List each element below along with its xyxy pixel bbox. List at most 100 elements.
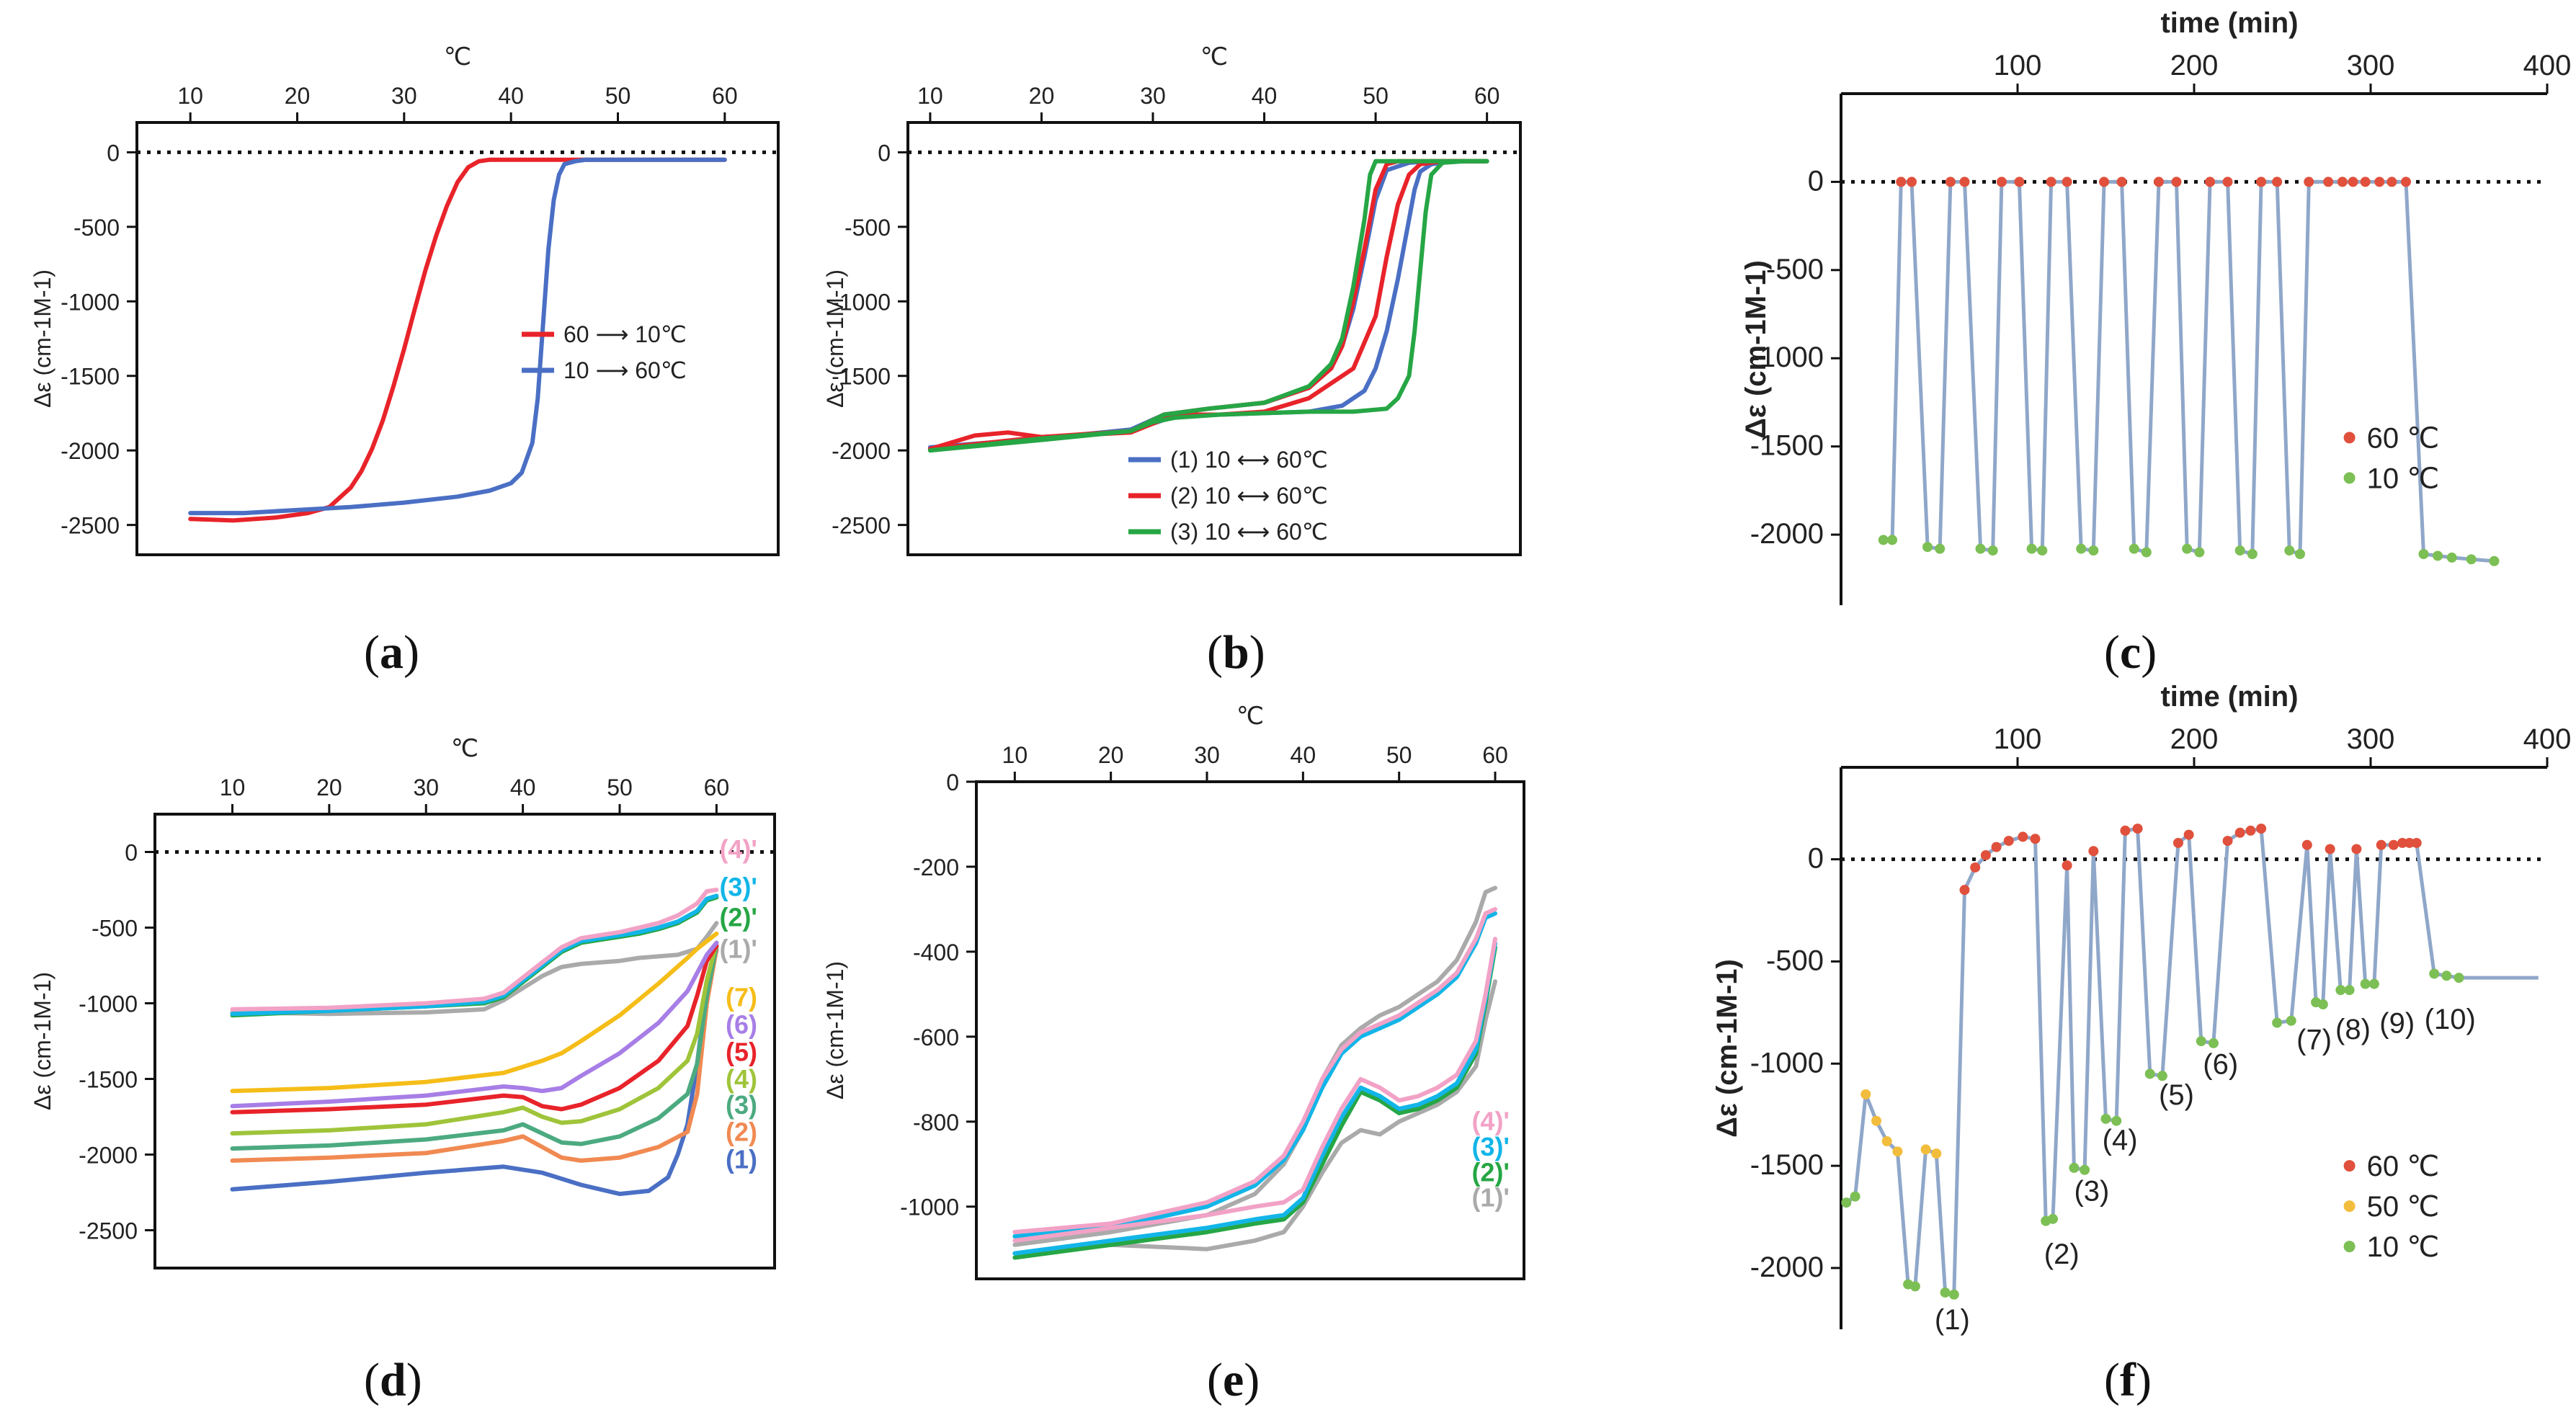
y-tick-label: -2500 <box>61 513 120 539</box>
data-point <box>2335 985 2346 996</box>
x-tick-label: 60 <box>1482 742 1508 768</box>
series-label: (3)' <box>719 872 757 901</box>
x-tick-label: 10 <box>1002 742 1028 768</box>
data-point <box>1887 535 1898 545</box>
data-point <box>2247 549 2258 559</box>
cycle-annotation: (1) <box>1935 1304 1970 1336</box>
cycle-annotation: (6) <box>2203 1048 2238 1080</box>
data-point <box>1945 177 1956 187</box>
data-point <box>2429 968 2440 979</box>
data-point <box>2088 846 2099 857</box>
y-tick-label: -1500 <box>832 364 891 390</box>
series-line <box>1012 979 1497 1256</box>
data-point <box>1920 1144 1931 1155</box>
x-tick-label: 40 <box>1252 83 1278 109</box>
y-axis-label: Δε (cm-1M-1) <box>30 269 55 408</box>
x-tick-label: 60 <box>1474 83 1500 109</box>
series-line <box>927 159 1489 452</box>
y-axis-label: Δε (cm-1M-1) <box>1740 260 1772 439</box>
y-tick-label: -1000 <box>61 289 120 315</box>
data-point <box>2046 177 2056 187</box>
series-line <box>230 931 719 1094</box>
data-point <box>2418 549 2429 559</box>
cycle-annotation: (9) <box>2379 1008 2415 1040</box>
data-point <box>1909 1281 1920 1292</box>
caption-f: (f) <box>2104 1354 2152 1406</box>
series-line <box>927 159 1489 450</box>
series-line <box>1012 941 1497 1256</box>
data-point <box>2360 177 2371 187</box>
cycle-annotation: (10) <box>2425 1004 2476 1035</box>
data-point <box>1907 177 1917 187</box>
x-axis-label: time (min) <box>2160 681 2298 713</box>
x-tick-label: 40 <box>498 83 524 109</box>
legend-label: 50 ℃ <box>2367 1191 2440 1223</box>
x-tick-label: 30 <box>391 83 417 109</box>
series-line <box>230 888 719 1012</box>
trace-line <box>1883 179 2495 563</box>
data-point <box>2171 177 2182 187</box>
chart-b: 10 20 30 40 50 60 ℃ 0 -500 -1000 -1500 -2000 -2500 Δε… <box>822 43 1522 556</box>
data-point <box>2154 177 2164 187</box>
x-tick-label: 20 <box>1098 742 1124 768</box>
data-point <box>2026 543 2037 554</box>
caption-a: (a) <box>364 626 419 679</box>
cycle-annotation: (8) <box>2335 1014 2371 1045</box>
x-tick-label: 200 <box>2170 723 2219 755</box>
data-point <box>2018 831 2028 842</box>
data-point <box>2401 177 2411 187</box>
x-tick-label: 100 <box>1994 723 2042 755</box>
x-tick-label: 400 <box>2523 723 2572 755</box>
data-point <box>2222 177 2233 187</box>
series-label: (4)' <box>1471 1107 1510 1136</box>
x-tick-label: 50 <box>607 775 633 800</box>
data-point <box>2030 834 2041 844</box>
data-point <box>2325 844 2335 854</box>
cycle-annotation: (2) <box>2044 1239 2080 1270</box>
legend-label: 60 ⟶ 10℃ <box>563 321 687 347</box>
data-point <box>2272 1017 2283 1028</box>
data-point <box>2234 827 2245 838</box>
data-point <box>2048 1213 2058 1224</box>
data-point <box>2099 177 2110 187</box>
x-tick-label: 300 <box>2347 723 2395 755</box>
data-point <box>2234 545 2245 556</box>
legend-dot <box>2343 1200 2356 1213</box>
data-point <box>2337 177 2348 187</box>
data-point <box>2323 177 2334 187</box>
x-axis-label: ℃ <box>444 43 471 71</box>
data-point <box>2222 836 2233 847</box>
data-point <box>2368 978 2379 989</box>
y-tick-label: -1500 <box>61 364 120 390</box>
y-tick-label: -500 <box>92 916 138 942</box>
data-point <box>1922 542 1933 553</box>
x-tick-label: 10 <box>177 83 203 109</box>
data-point <box>2100 1113 2111 1124</box>
data-point <box>1970 862 1981 873</box>
x-axis-label: ℃ <box>1200 43 1228 71</box>
series-line <box>230 943 719 1115</box>
y-tick-label: 0 <box>946 769 959 795</box>
x-tick-label: 10 <box>917 83 943 109</box>
data-point <box>1860 1089 1871 1099</box>
data-point <box>2141 547 2152 558</box>
data-point <box>2088 545 2099 556</box>
series-line <box>188 157 727 516</box>
data-point <box>2129 543 2139 554</box>
chart-d: 10 20 30 40 50 60 ℃ 0 -500 -1000 -1500 -2000 -2500 Δε… <box>30 735 776 1269</box>
series-line <box>927 159 1489 450</box>
x-tick-label: 30 <box>413 775 439 800</box>
data-point <box>2120 825 2131 836</box>
legend-dot <box>2343 472 2356 484</box>
data-point <box>2256 824 2267 834</box>
y-axis-label: Δε (cm-1M-1) <box>822 269 848 408</box>
y-tick-label: -1000 <box>79 991 138 1017</box>
series-label: (7) <box>726 983 757 1012</box>
y-tick-label: -500 <box>73 215 120 241</box>
data-point <box>2344 985 2355 996</box>
y-tick-label: -500 <box>1766 945 1824 976</box>
series-label: (2)' <box>1471 1157 1510 1187</box>
data-point <box>2351 844 2362 854</box>
data-point <box>2348 177 2358 187</box>
y-tick-label: -800 <box>913 1110 959 1135</box>
